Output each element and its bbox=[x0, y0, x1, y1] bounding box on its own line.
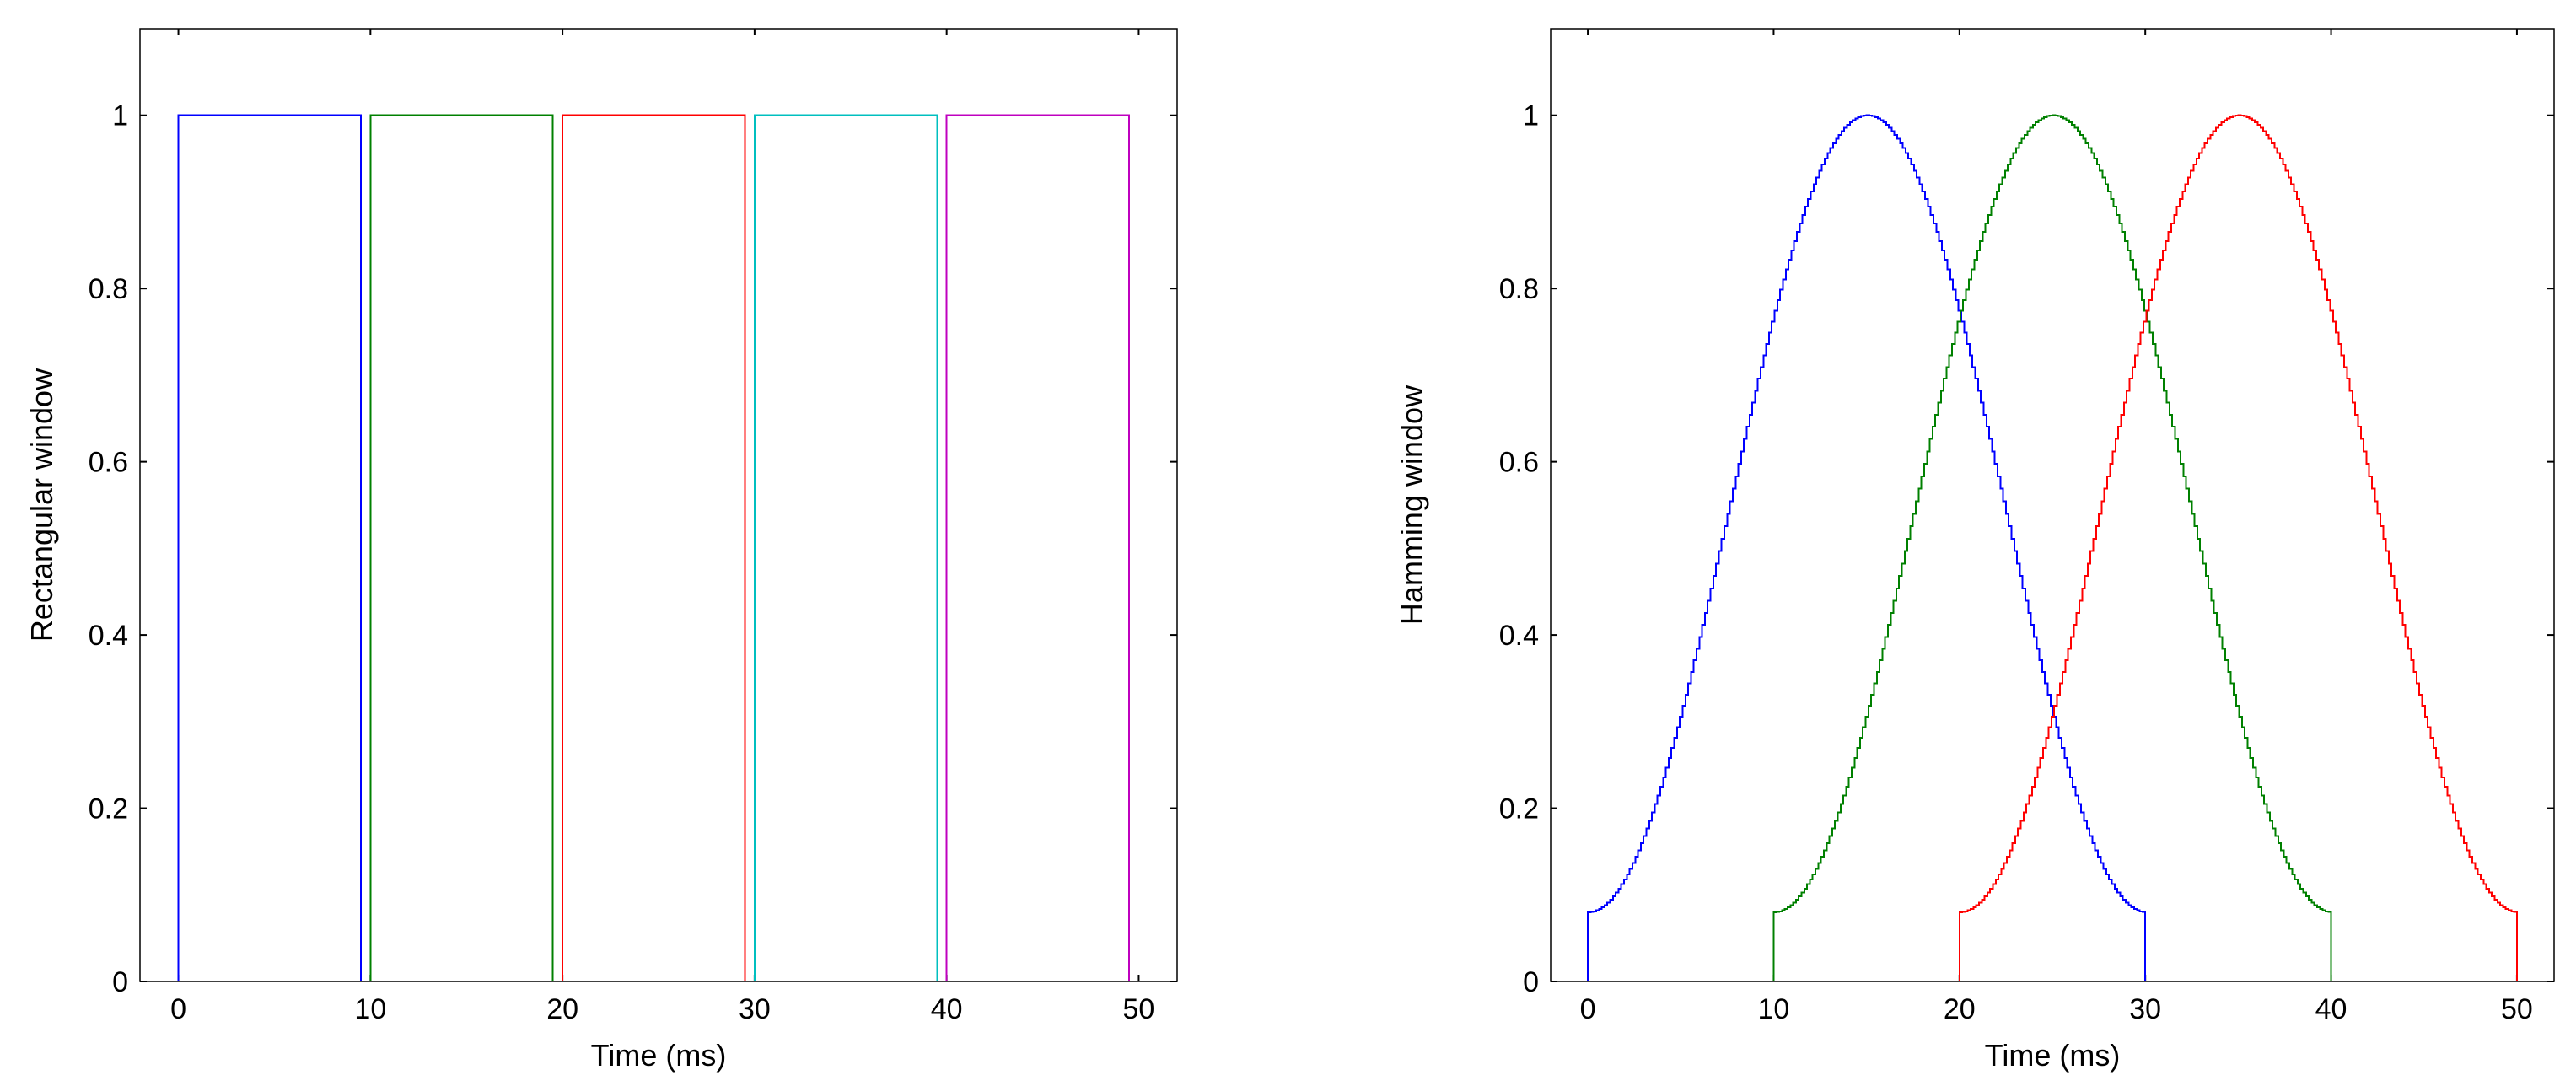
rectangular-xtick-label-3: 30 bbox=[739, 993, 771, 1025]
rectangular-y-axis-label: Rectangular window bbox=[24, 368, 59, 642]
hamming-ytick-label-2: 0.4 bbox=[1499, 620, 1539, 652]
rectangular-ytick-label-2: 0.4 bbox=[89, 620, 128, 652]
hamming-xtick-label-3: 30 bbox=[2129, 993, 2161, 1025]
hamming-xtick-label-0: 0 bbox=[1580, 993, 1596, 1025]
rectangular-ytick-label-1: 0.2 bbox=[89, 793, 128, 825]
hamming-xtick-label-4: 40 bbox=[2315, 993, 2347, 1025]
hamming-y-axis-label: Hamming window bbox=[1395, 384, 1429, 625]
hamming-ytick-label-5: 1 bbox=[1523, 100, 1539, 132]
rectangular-xtick-label-5: 50 bbox=[1123, 993, 1155, 1025]
rectangular-xtick-label-0: 0 bbox=[170, 993, 186, 1025]
rectangular-series-green bbox=[369, 114, 554, 981]
rectangular-ytick-label-5: 1 bbox=[112, 100, 128, 132]
hamming-axes-box bbox=[1550, 28, 2555, 982]
rectangular-series-blue bbox=[177, 114, 362, 981]
rectangular-xtick-label-2: 20 bbox=[546, 993, 578, 1025]
rectangular-x-axis-label: Time (ms) bbox=[591, 1038, 727, 1073]
rectangular-axes-box bbox=[139, 28, 1178, 982]
hamming-x-axis-label: Time (ms) bbox=[1985, 1038, 2121, 1073]
rectangular-series-magenta bbox=[945, 114, 1131, 981]
hamming-series-green bbox=[1772, 114, 2332, 981]
hamming-ytick-label-4: 0.8 bbox=[1499, 273, 1539, 305]
hamming-ticks: 0 10 20 30 40 50 0 0.2 0.4 0.6 0.8 1 bbox=[1499, 29, 2554, 1025]
rectangular-series-red bbox=[562, 114, 746, 981]
rectangular-ticks: 0 10 20 30 40 50 0 0.2 0.4 0.6 0.8 1 bbox=[89, 29, 1177, 1025]
hamming-series-red bbox=[1958, 114, 2518, 981]
hamming-xtick-label-2: 20 bbox=[1944, 993, 1976, 1025]
rectangular-xtick-label-1: 10 bbox=[354, 993, 386, 1025]
hamming-ytick-label-1: 0.2 bbox=[1499, 793, 1539, 825]
rectangular-series-group bbox=[177, 114, 1131, 981]
rectangular-ytick-label-0: 0 bbox=[112, 966, 128, 998]
hamming-series-group bbox=[1587, 114, 2518, 981]
rectangular-ytick-label-4: 0.8 bbox=[89, 273, 128, 305]
hamming-ytick-label-0: 0 bbox=[1523, 966, 1539, 998]
rectangular-series-cyan bbox=[753, 114, 938, 981]
rectangular-window-panel: 0 10 20 30 40 50 0 0.2 0.4 0.6 0.8 1 Time (ms) Rect… bbox=[24, 28, 1178, 1073]
hamming-xtick-label-1: 10 bbox=[1758, 993, 1790, 1025]
hamming-ytick-label-3: 0.6 bbox=[1499, 447, 1539, 479]
hamming-xtick-label-5: 50 bbox=[2501, 993, 2533, 1025]
rectangular-ytick-label-3: 0.6 bbox=[89, 447, 128, 479]
hamming-window-panel: 0 10 20 30 40 50 0 0.2 0.4 0.6 0.8 1 Time (ms) Hamm… bbox=[1395, 28, 2555, 1073]
rectangular-xtick-label-4: 40 bbox=[931, 993, 963, 1025]
